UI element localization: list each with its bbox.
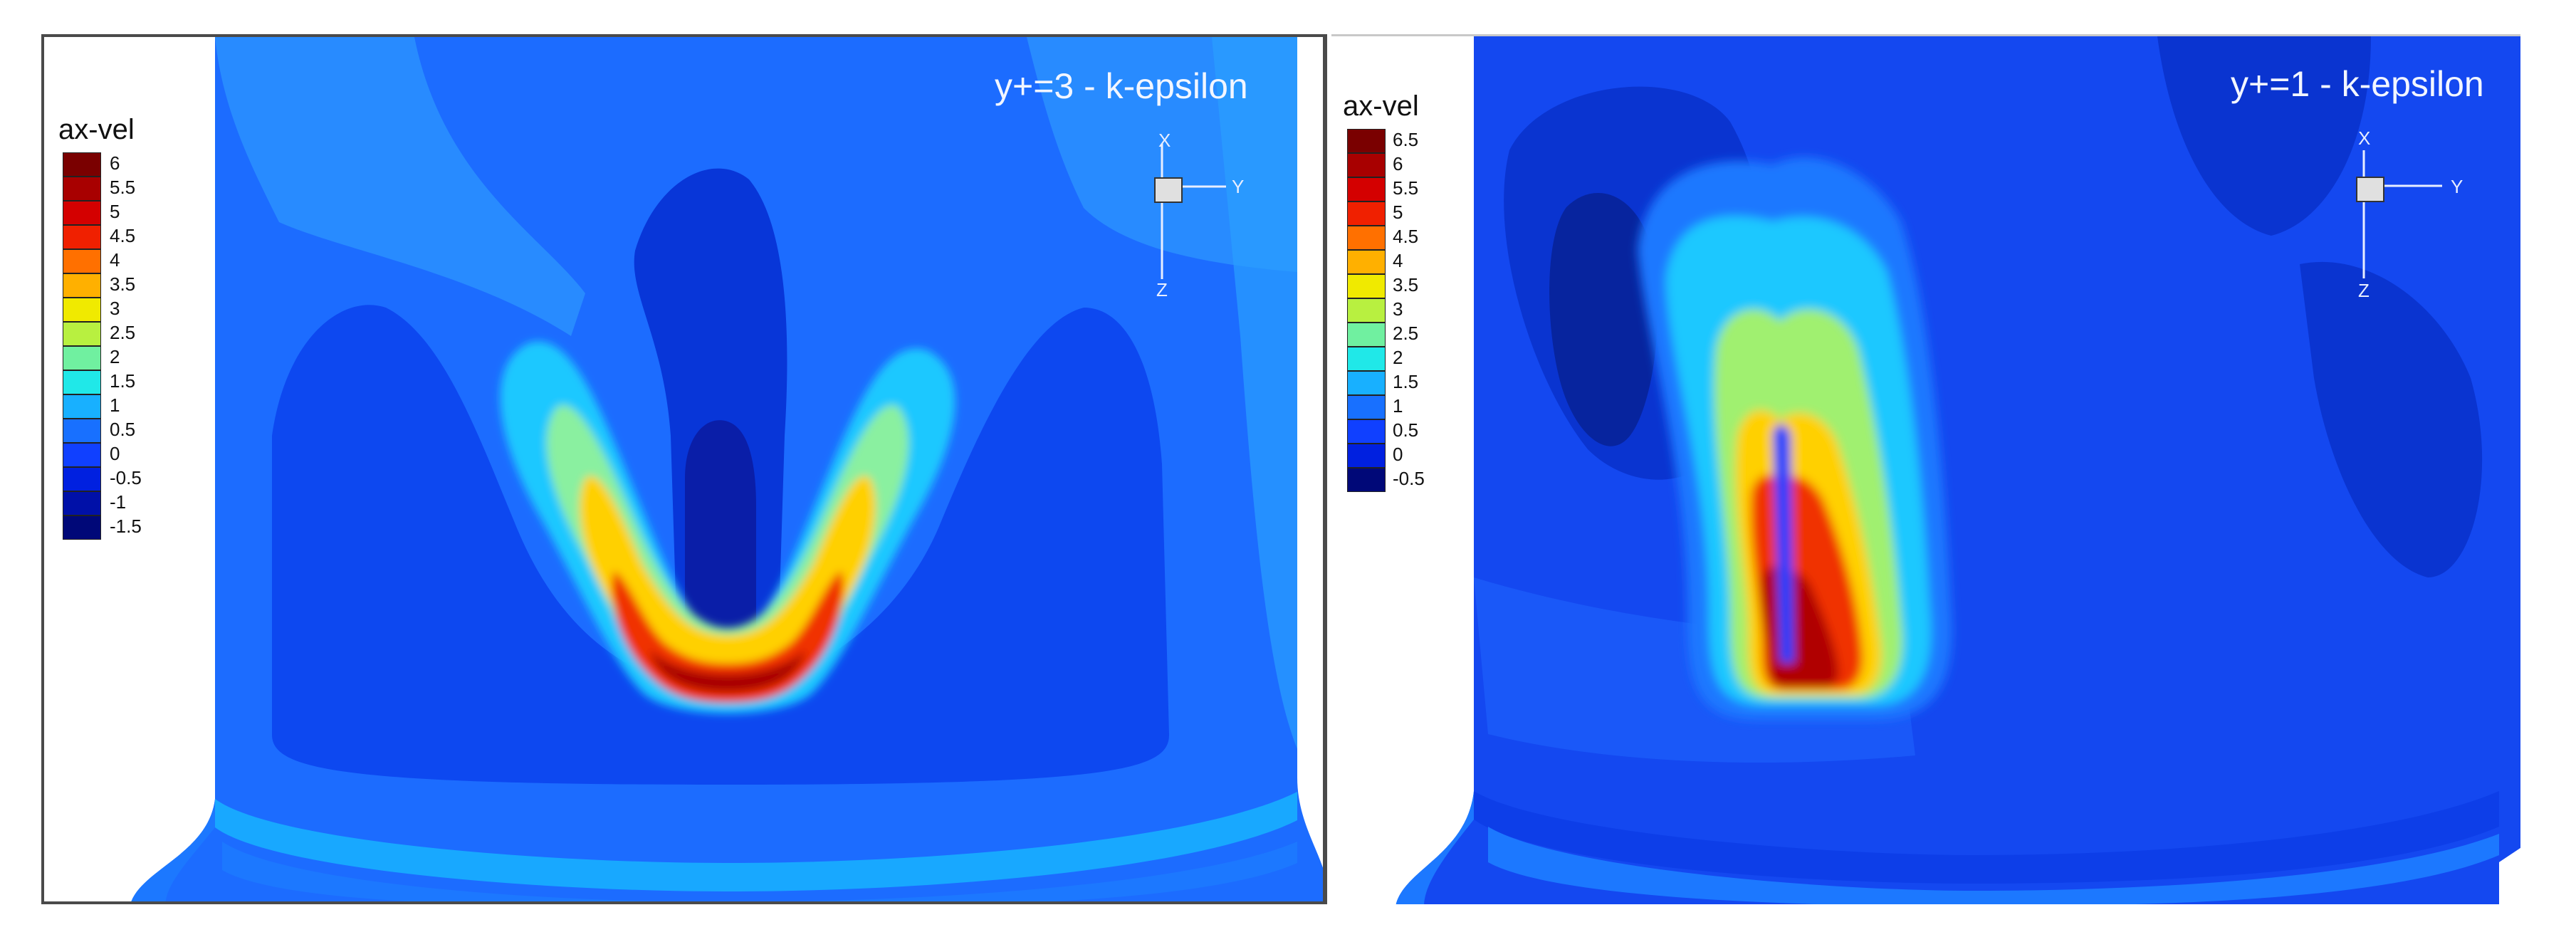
- legend-label: 1.5: [110, 370, 136, 392]
- velocity-contour-field-right: [1331, 36, 2520, 904]
- legend-swatch: [63, 419, 101, 443]
- legend-label: 3.5: [1393, 274, 1419, 295]
- legend-swatch: [63, 273, 101, 298]
- legend-swatch: [1347, 468, 1386, 492]
- legend-label: 4: [110, 249, 120, 271]
- legend-swatch: [1347, 177, 1386, 202]
- axis-y-label: Y: [2451, 176, 2464, 197]
- legend-swatch: [1347, 129, 1386, 153]
- legend-swatch: [1347, 153, 1386, 177]
- legend-label: 0.5: [110, 419, 136, 440]
- legend-title: ax-vel: [1343, 90, 1419, 122]
- legend-swatch: [63, 225, 101, 249]
- axis-z-label: Z: [2358, 280, 2370, 301]
- legend-swatch: [63, 346, 101, 370]
- panel-title: y+=3 - k-epsilon: [995, 66, 1248, 106]
- legend-label: -0.5: [110, 467, 142, 488]
- legend-swatch: [1347, 298, 1386, 323]
- legend-label: 0: [1393, 444, 1403, 465]
- legend-label: 4.5: [1393, 226, 1419, 247]
- legend-swatch: [63, 394, 101, 419]
- legend-label: 2: [1393, 347, 1403, 368]
- legend-swatch: [1347, 274, 1386, 298]
- axis-triad-icon: [1154, 144, 1226, 279]
- legend-swatch: [1347, 347, 1386, 371]
- legend-label: 5.5: [1393, 177, 1419, 199]
- legend-swatch: [1347, 323, 1386, 347]
- legend-swatch: [1347, 226, 1386, 250]
- panel-title: y+=1 - k-epsilon: [2231, 64, 2484, 104]
- legend-swatch: [1347, 250, 1386, 274]
- legend-label: 2: [110, 346, 120, 367]
- legend-swatch: [63, 370, 101, 394]
- legend-swatch: [1347, 202, 1386, 226]
- legend-swatch: [63, 152, 101, 177]
- legend-swatch: [63, 491, 101, 516]
- legend-label: 3: [110, 298, 120, 319]
- axis-y-label: Y: [1232, 176, 1245, 197]
- legend-label: 1: [110, 394, 120, 416]
- legend-swatch: [63, 443, 101, 467]
- legend-label: 3: [1393, 298, 1403, 320]
- legend-label: 5: [110, 201, 120, 222]
- legend-label: 4: [1393, 250, 1403, 271]
- legend-label: 6: [1393, 153, 1403, 174]
- axis-x-label: X: [1158, 130, 1171, 151]
- legend-label: 4.5: [110, 225, 136, 246]
- axis-z-label: Z: [1156, 279, 1168, 300]
- legend-label: 6: [110, 152, 120, 174]
- legend-label: 1: [1393, 395, 1403, 417]
- legend-label: 0: [110, 443, 120, 464]
- legend-swatch: [1347, 371, 1386, 395]
- contour-panel-left: y+=3 - k-epsilon ax-vel 6 5.5 5 4.5 4 3.5 3 2.5…: [41, 34, 1327, 904]
- legend-label: 5.5: [110, 177, 136, 198]
- legend-swatch: [63, 516, 101, 540]
- axis-x-label: X: [2358, 127, 2371, 149]
- legend-label: 2.5: [1393, 323, 1419, 344]
- velocity-contour-field-left: [44, 37, 1323, 901]
- legend-label: 5: [1393, 202, 1403, 223]
- contour-panel-right: y+=1 - k-epsilon ax-vel 6.5 6 5.5 5 4.5 4 3.5 3…: [1331, 34, 2520, 904]
- legend-label: -1.5: [110, 516, 142, 537]
- legend-title: ax-vel: [58, 114, 135, 145]
- legend-swatch: [63, 322, 101, 346]
- legend-label: 6.5: [1393, 129, 1419, 150]
- legend-swatch: [63, 298, 101, 322]
- legend-swatch: [63, 467, 101, 491]
- legend-swatch: [63, 249, 101, 273]
- legend-label: -1: [110, 491, 127, 513]
- legend-swatch: [1347, 444, 1386, 468]
- legend-label: 0.5: [1393, 419, 1419, 441]
- legend-label: 1.5: [1393, 371, 1419, 392]
- axis-triad-icon: [2356, 150, 2442, 278]
- legend-label: 2.5: [110, 322, 136, 343]
- legend-swatch: [63, 177, 101, 201]
- legend-swatch: [1347, 419, 1386, 444]
- legend-label: -0.5: [1393, 468, 1425, 489]
- legend-swatch: [63, 201, 101, 225]
- legend-label: 3.5: [110, 273, 136, 295]
- legend-swatch: [1347, 395, 1386, 419]
